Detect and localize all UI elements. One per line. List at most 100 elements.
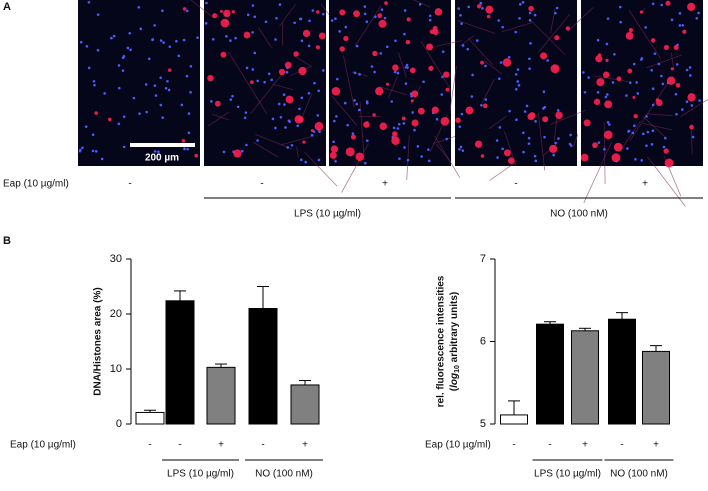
nucleus <box>543 135 546 139</box>
nucleus <box>556 109 560 112</box>
nucleus <box>304 160 308 164</box>
nucleus <box>552 153 555 157</box>
nucleus <box>527 136 531 140</box>
nucleus <box>596 38 600 42</box>
stained-cell <box>687 93 696 102</box>
stained-cell <box>485 5 494 14</box>
nucleus <box>392 126 396 130</box>
nucleus <box>321 12 325 16</box>
row-label: Eap (10 µg/ml) <box>3 179 69 190</box>
stained-cell <box>486 14 491 19</box>
y-axis-label: DNA/Histones area (%) <box>93 287 104 395</box>
stained-cell <box>339 46 345 52</box>
fiber <box>646 54 682 69</box>
nucleus <box>528 19 532 22</box>
panel-label: B <box>3 235 11 247</box>
nucleus <box>373 70 376 74</box>
bar <box>135 411 165 425</box>
nucleus <box>153 24 156 27</box>
nucleus <box>496 156 499 159</box>
stained-cell <box>385 82 390 86</box>
stained-cell <box>212 13 218 19</box>
stained-cell <box>465 106 474 115</box>
y-tick-label: 20 <box>110 308 122 320</box>
stained-cell <box>285 95 294 104</box>
group-label: NO (100 nM) <box>550 209 608 220</box>
image-background <box>455 0 577 166</box>
fiber <box>272 83 294 91</box>
y-axis-label: rel. fluorescence intensities <box>436 275 447 407</box>
nucleus <box>662 145 666 149</box>
stained-cell <box>682 29 687 34</box>
fiber <box>252 141 279 158</box>
nucleus <box>285 71 289 74</box>
stained-cell <box>434 8 443 16</box>
stained-cell <box>375 87 384 96</box>
nucleus <box>495 139 499 142</box>
nucleus <box>435 117 439 121</box>
nucleus <box>84 125 88 128</box>
x-tick-label: - <box>148 440 151 451</box>
nucleus <box>641 132 645 136</box>
nucleus <box>626 147 629 150</box>
nucleus <box>640 58 643 61</box>
nucleus <box>121 56 125 60</box>
nucleus <box>380 8 384 11</box>
y-tick-label: 30 <box>110 253 122 265</box>
stained-cell <box>675 83 681 88</box>
fiber <box>304 151 338 187</box>
stained-cell <box>214 100 221 107</box>
stained-cell <box>181 139 186 143</box>
stained-cell <box>329 151 337 159</box>
nucleus <box>358 73 361 76</box>
nucleus <box>144 83 148 86</box>
nucleus <box>670 18 674 22</box>
nucleus <box>310 133 314 137</box>
nucleus <box>298 107 301 111</box>
nucleus <box>685 100 689 104</box>
fiber <box>567 7 594 32</box>
fiber <box>343 55 355 108</box>
nucleus <box>634 157 637 161</box>
treatment-sign: - <box>128 179 131 190</box>
x-tick-label: - <box>512 440 515 451</box>
fiber <box>572 134 579 148</box>
nucleus <box>646 130 650 134</box>
fiber <box>483 60 503 75</box>
stained-cell <box>363 121 370 128</box>
nucleus <box>650 143 654 146</box>
nucleus <box>126 46 130 50</box>
fiber <box>489 160 518 181</box>
nucleus <box>653 52 657 55</box>
nucleus <box>222 150 226 154</box>
nucleus <box>161 116 164 119</box>
nucleus <box>333 119 336 123</box>
stained-cell <box>476 4 482 9</box>
nucleus <box>186 147 189 151</box>
stained-cell <box>583 119 591 127</box>
nucleus <box>657 62 661 66</box>
stained-cell <box>401 116 406 121</box>
nucleus <box>332 140 335 144</box>
nucleus <box>81 146 84 150</box>
nucleus <box>645 144 648 148</box>
stained-cell <box>542 116 549 123</box>
nucleus <box>631 131 635 135</box>
nucleus <box>678 12 682 15</box>
nucleus <box>87 66 91 70</box>
stained-cell <box>527 113 535 121</box>
nucleus <box>675 112 678 116</box>
stained-cell <box>293 51 299 57</box>
nucleus <box>132 96 136 100</box>
micrograph <box>435 0 579 181</box>
stained-cell <box>565 26 571 31</box>
nucleus <box>516 80 520 83</box>
image-background <box>78 0 200 166</box>
nucleus <box>583 90 587 94</box>
nucleus <box>527 142 531 145</box>
stained-cell <box>297 116 304 123</box>
stained-cell <box>482 103 488 109</box>
nucleus <box>519 3 522 6</box>
nucleus <box>185 74 189 78</box>
